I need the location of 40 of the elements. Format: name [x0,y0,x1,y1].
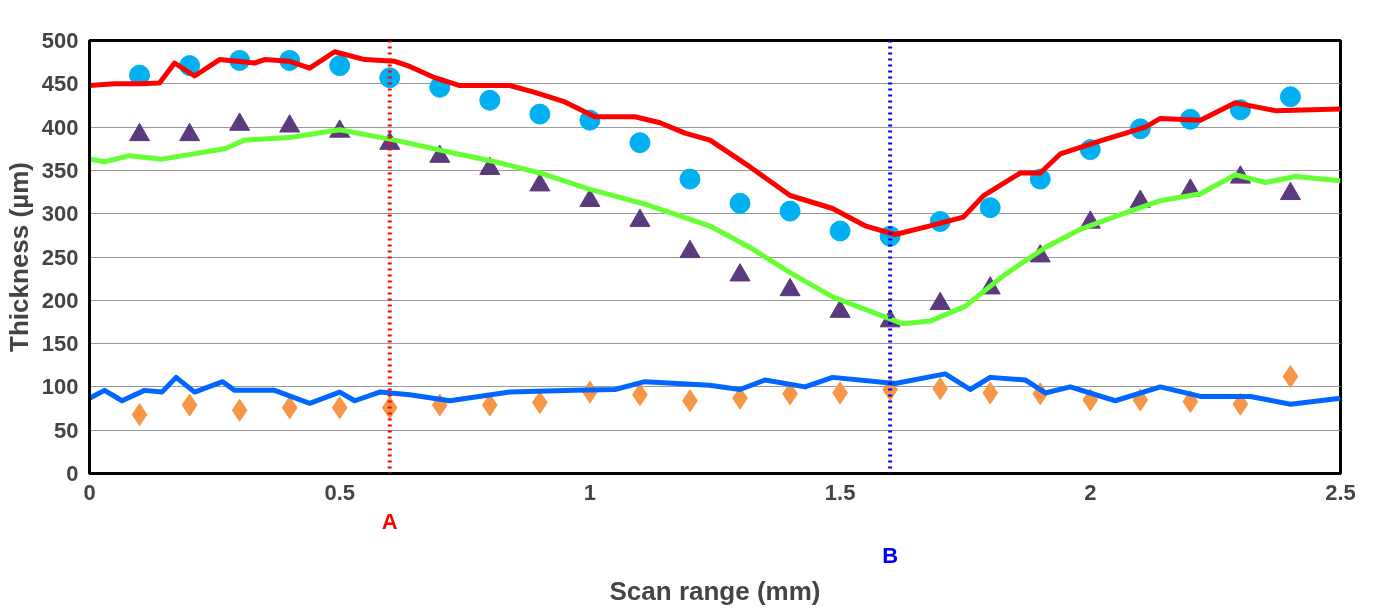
point [379,67,401,89]
ref-line-label: A [381,508,398,534]
y-tick-label: 0 [66,461,79,486]
point [1282,365,1299,389]
point [181,393,198,417]
point [331,396,348,420]
x-tick-label: 2 [1084,479,1097,505]
y-tick-label: 350 [41,157,79,183]
point [729,192,751,214]
point [231,398,248,422]
point [779,200,801,222]
point [479,89,501,111]
y-tick-label: 50 [54,417,79,443]
point [1279,86,1301,108]
point [629,132,651,154]
point [979,197,1001,219]
y-tick-label: 300 [41,201,79,227]
x-tick-label: 0.5 [324,479,355,505]
point [932,377,949,401]
y-tick-label: 500 [41,28,79,53]
y-tick-label: 450 [41,71,79,97]
point [131,403,148,427]
y-tick-label: 100 [41,374,79,400]
point [529,103,551,125]
point [982,381,999,405]
y-tick-label: 200 [41,287,79,313]
x-axis-title: Scan range (mm) [609,575,821,606]
y-tick-label: 400 [41,114,79,140]
x-tick-label: 1.5 [824,479,856,505]
y-axis-title: Thickness (µm) [3,162,34,352]
point [281,396,298,420]
x-tick-label: 0 [83,479,96,505]
y-tick-label: 250 [41,244,79,270]
x-tick-label: 1 [583,479,597,505]
ref-line-label: B [882,542,899,568]
x-tick-label: 2.5 [1325,479,1356,505]
point [679,168,701,190]
y-tick-label: 150 [41,331,79,357]
point [829,220,851,242]
point [329,55,351,77]
